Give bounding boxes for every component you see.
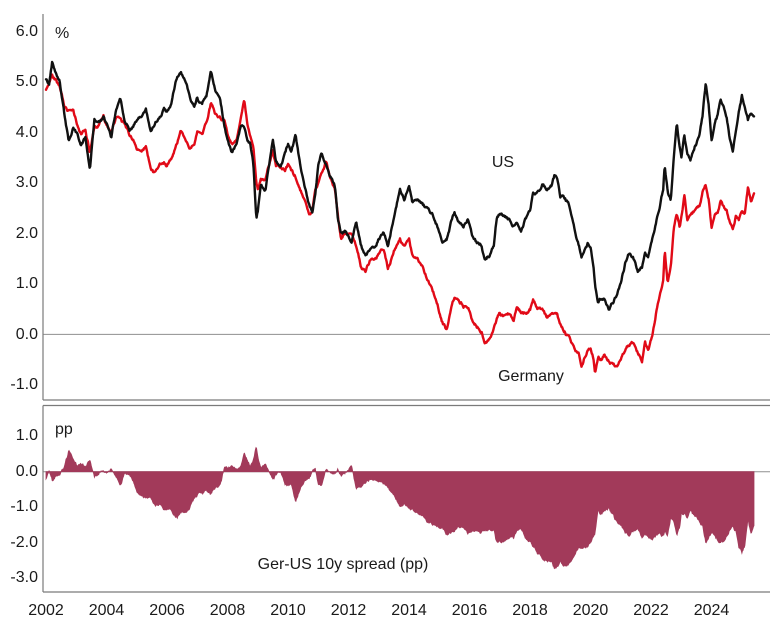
- y-tick-label: -3.0: [10, 569, 38, 586]
- germany-line: [44, 73, 756, 373]
- y-tick-label: 0.0: [16, 463, 38, 480]
- y-tick-label: 1.0: [16, 275, 38, 292]
- x-tick-label: 2024: [694, 602, 730, 619]
- x-tick-label: 2004: [89, 602, 125, 619]
- spread-series-label: Ger-US 10y spread (pp): [258, 556, 429, 573]
- axis-frame: [42, 14, 770, 593]
- x-tick-label: 2014: [391, 602, 427, 619]
- us-series-label: US: [492, 154, 514, 171]
- top-panel-unit-label: %: [55, 25, 69, 42]
- x-tick-label: 2006: [149, 602, 185, 619]
- bottom-panel-unit-label: pp: [55, 421, 73, 438]
- x-tick-label: 2016: [452, 602, 488, 619]
- y-tick-label: 2.0: [16, 225, 38, 242]
- y-tick-label: 4.0: [16, 124, 38, 141]
- y-tick-label: -2.0: [10, 534, 38, 551]
- x-tick-label: 2010: [270, 602, 306, 619]
- spread-area: [45, 446, 755, 570]
- y-tick-label: 0.0: [16, 326, 38, 343]
- zero-lines: [43, 333, 770, 473]
- y-tick-label: -1.0: [10, 498, 38, 515]
- x-tick-label: 2020: [573, 602, 609, 619]
- y-tick-label: 6.0: [16, 23, 38, 40]
- y-tick-label: 3.0: [16, 174, 38, 191]
- x-tick-label: 2008: [210, 602, 246, 619]
- x-tick-label: 2012: [331, 602, 367, 619]
- y-tick-label: 5.0: [16, 73, 38, 90]
- x-tick-label: 2018: [512, 602, 548, 619]
- us-line: [44, 60, 756, 311]
- germany-series-label: Germany: [498, 368, 564, 385]
- y-tick-label: 1.0: [16, 427, 38, 444]
- x-tick-label: 2002: [28, 602, 64, 619]
- series-layer: [44, 60, 756, 570]
- x-tick-label: 2022: [633, 602, 669, 619]
- y-tick-label: -1.0: [10, 376, 38, 393]
